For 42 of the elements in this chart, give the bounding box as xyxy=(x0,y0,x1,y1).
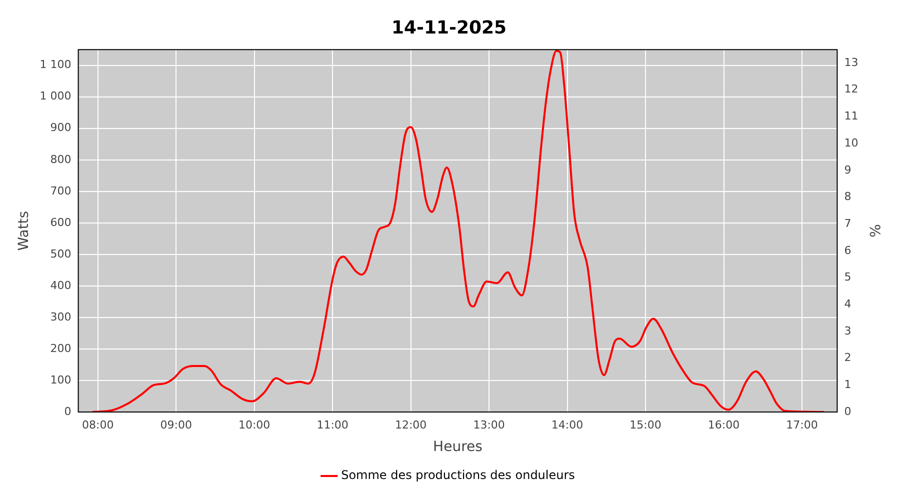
y-tick-label: 900 xyxy=(50,121,72,134)
y2-tick-label: 10 xyxy=(844,136,858,150)
x-axis-title: Heures xyxy=(433,439,482,456)
y2-tick-label: 11 xyxy=(844,110,858,123)
x-tick-label: 15:00 xyxy=(630,418,662,432)
x-tick-label: 13:00 xyxy=(473,418,505,432)
x-tick-label: 11:00 xyxy=(316,418,348,432)
y-tick-label: 500 xyxy=(50,247,72,260)
y2-tick-label: 5 xyxy=(844,270,852,284)
y2-tick-label: 4 xyxy=(844,297,852,310)
x-tick-label: 16:00 xyxy=(708,418,740,432)
y2-tick-label: 13 xyxy=(844,56,858,69)
y2-axis-title: % xyxy=(866,224,882,238)
y-tick-label: 300 xyxy=(50,310,72,324)
y-tick-label: 800 xyxy=(50,152,72,166)
y2-tick-label: 2 xyxy=(844,351,852,364)
y2-tick-label: 8 xyxy=(844,190,852,204)
x-tick-label: 10:00 xyxy=(238,418,270,432)
chart-title: 14-11-2025 xyxy=(391,17,507,38)
y2-tick-label: 12 xyxy=(844,82,858,96)
y-tick-label: 700 xyxy=(50,184,72,198)
y-tick-label: 1 000 xyxy=(40,90,72,103)
x-tick-label: 09:00 xyxy=(160,418,192,432)
y-tick-label: 1 100 xyxy=(40,58,72,72)
line-series xyxy=(91,50,825,412)
y2-tick-label: 1 xyxy=(844,378,852,392)
x-tick-label: 08:00 xyxy=(82,418,114,432)
x-tick-label: 17:00 xyxy=(786,418,818,432)
x-tick-label: 12:00 xyxy=(394,418,427,432)
y-axis-title: Watts xyxy=(16,210,32,251)
y-tick-label: 200 xyxy=(50,342,72,355)
y-tick-label: 400 xyxy=(50,278,72,292)
y2-tick-label: 9 xyxy=(844,163,852,176)
y2-tick-label: 6 xyxy=(844,244,852,257)
y2-tick-label: 3 xyxy=(844,324,852,338)
y-tick-label: 0 xyxy=(64,404,72,418)
x-tick-label: 14:00 xyxy=(551,418,584,432)
y2-tick-label: 0 xyxy=(844,404,852,418)
y-tick-label: 100 xyxy=(50,373,72,386)
y2-tick-label: 7 xyxy=(844,216,852,230)
y-tick-label: 600 xyxy=(50,216,72,229)
legend-label: Somme des productions des onduleurs xyxy=(341,468,575,482)
